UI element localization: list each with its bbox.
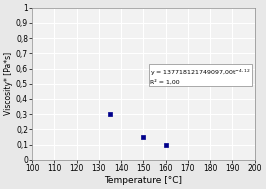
Text: y = 137718121749097,00t$^{-4,12}$
R² = 1,00: y = 137718121749097,00t$^{-4,12}$ R² = 1… [150,68,251,84]
X-axis label: Temperature [°C]: Temperature [°C] [105,176,182,185]
Y-axis label: Viscosity* [Pa*s]: Viscosity* [Pa*s] [4,52,13,115]
Point [141,136,146,139]
Point [164,143,168,146]
Point [108,113,112,116]
